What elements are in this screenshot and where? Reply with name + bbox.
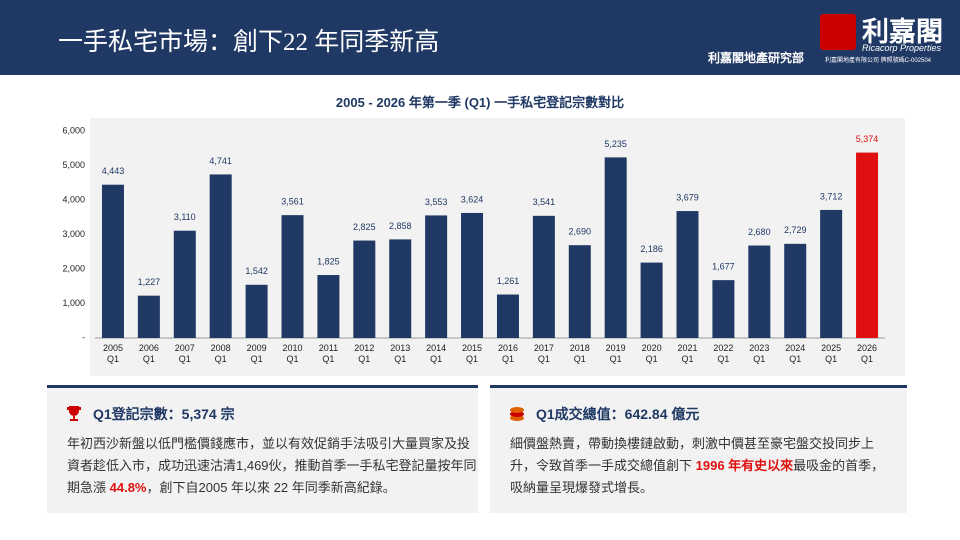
info-box: Q1成交總值：642.84 億元 細價盤熱賣，帶動換樓鏈啟動，刺激中價甚至豪宅盤… [490,385,907,513]
value-label: 5,235 [604,139,627,149]
bar [604,157,627,338]
value-label: 3,553 [425,197,448,207]
y-tick-label: 3,000 [62,229,85,239]
bar [856,152,879,338]
x-tick-label: 2026 Q1 [857,343,878,364]
x-tick-label: 2016 Q1 [497,343,518,364]
body-text: 細價盤熱賣，帶動換樓鏈啟動，刺激中價甚至豪宅盤交投同步上升，令致首季一手成交總值… [510,436,875,473]
x-tick-label: 2025 Q1 [821,343,842,364]
bar [425,215,448,338]
x-tick-label: 2006 Q1 [138,343,159,364]
value-label: 3,679 [676,192,699,202]
bar [137,295,160,338]
bar [820,209,843,338]
x-tick-label: 2020 Q1 [641,343,662,364]
value-label: 2,858 [389,221,412,231]
y-tick-label: 2,000 [62,263,85,273]
y-tick-label: 6,000 [62,125,85,135]
box-body: 年初西沙新盤以低門檻價錢應市，並以有效促銷手法吸引大量買家及投資者趁低入市，成功… [67,433,477,499]
value-label: 2,729 [784,225,807,235]
info-box: Q1登記宗數：5,374 宗 年初西沙新盤以低門檻價錢應市，並以有效促銷手法吸引… [47,385,478,513]
bar [496,294,519,338]
x-tick-label: 2024 Q1 [785,343,806,364]
department: 利嘉閣地產研究部 [708,51,805,65]
value-label: 1,261 [497,276,520,286]
bar [389,239,412,338]
x-tick-label: 2007 Q1 [174,343,195,364]
x-tick-label: 2019 Q1 [605,343,626,364]
x-tick-label: 2015 Q1 [462,343,483,364]
value-label: 2,825 [353,222,376,232]
bar [712,280,735,338]
x-tick-label: 2017 Q1 [533,343,554,364]
value-label: 4,443 [102,166,125,176]
x-tick-label: 2008 Q1 [210,343,231,364]
y-tick-label: 1,000 [62,298,85,308]
value-label: 4,741 [209,156,232,166]
value-label: 3,110 [174,212,196,222]
bar [568,245,591,338]
logo-english: Ricacorp Properties [862,43,942,53]
chart-title: 2005 - 2026 年第一季 (Q1) 一手私宅登記宗數對比 [335,95,625,110]
x-tick-label: 2009 Q1 [246,343,267,364]
value-label: 2,690 [569,227,592,237]
bar [317,275,340,338]
bar [281,215,304,338]
x-tick-label: 2014 Q1 [426,343,447,364]
value-label: 3,541 [533,197,556,207]
trophy-icon [67,406,81,421]
coins-icon [510,407,524,421]
value-label: 1,542 [245,266,268,276]
value-label: 1,677 [712,262,735,272]
x-tick-label: 2005 Q1 [102,343,123,364]
bar [532,215,555,338]
bar [173,230,196,338]
bar [209,174,232,338]
value-label: 2,186 [640,244,663,254]
slide-title: 一手私宅市場：創下22 年同季新高 [58,29,440,56]
value-label: 2,680 [748,227,771,237]
body-text: 年初西沙新盤以低門檻價錢應市，並以有效促銷手法吸引大量買家及投資者趁低入市，成功… [67,436,477,495]
bar [101,184,124,338]
emphasis-text: 1996 年有史以來 [695,458,794,473]
value-label: 5,374 [856,134,879,144]
bar [461,212,484,338]
y-tick-label: - [82,332,85,342]
box-body: 細價盤熱賣，帶動換樓鏈啟動，刺激中價甚至豪宅盤交投同步上升，令致首季一手成交總值… [510,433,890,499]
x-tick-label: 2010 Q1 [282,343,303,364]
emphasis-text: 44.8% [109,480,147,495]
y-tick-label: 4,000 [62,194,85,204]
value-label: 3,624 [461,194,484,204]
x-tick-label: 2011 Q1 [318,343,339,364]
value-label: 3,712 [820,191,843,201]
logo-name: 利嘉閣 [862,17,943,47]
x-tick-label: 2022 Q1 [713,343,734,364]
box-title: Q1登記宗數：5,374 宗 [93,406,235,422]
bar [245,284,268,338]
x-tick-label: 2013 Q1 [390,343,411,364]
license: 利嘉閣地產有限公司 牌照號碼C-002504 [825,58,932,64]
x-tick-label: 2018 Q1 [569,343,590,364]
value-label: 1,227 [138,277,161,287]
body-text: ，創下自2005 年以來 22 年同季新高紀錄。 [146,480,396,495]
bar [748,245,771,338]
y-tick-label: 5,000 [62,160,85,170]
bar [784,243,807,338]
x-tick-label: 2021 Q1 [677,343,698,364]
bar [640,262,663,338]
logo: 利嘉閣 Ricacorp Properties 利嘉閣地產有限公司 牌照號碼C-… [820,10,955,70]
value-label: 1,825 [317,256,340,266]
value-label: 3,561 [281,197,304,207]
logo-mark [820,14,856,50]
box-title: Q1成交總值：642.84 億元 [536,406,700,422]
body-text: 最吸金的首季，吸納量呈現爆發式增長。 [510,458,885,495]
bar [353,240,376,338]
x-tick-label: 2023 Q1 [749,343,770,364]
x-tick-label: 2012 Q1 [354,343,375,364]
bar [676,211,699,338]
header-bar: 一手私宅市場：創下22 年同季新高 利嘉閣地產研究部 利嘉閣 Ricacorp … [0,0,960,75]
